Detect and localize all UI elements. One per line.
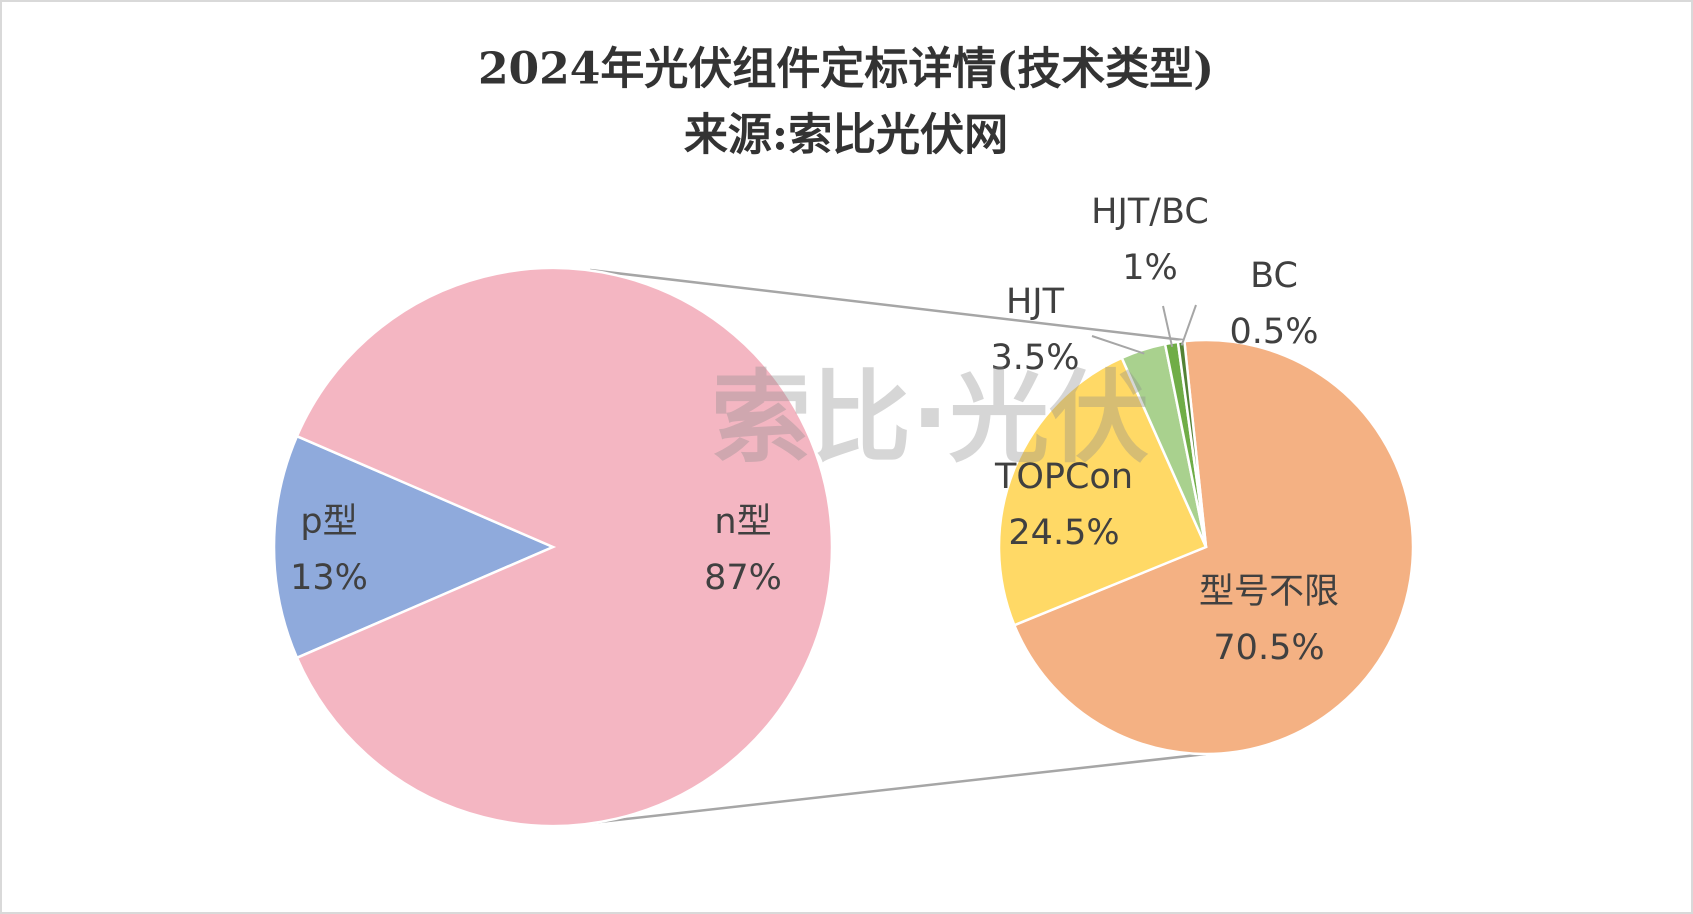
- pie-slice: [1176, 339, 1208, 548]
- slice-value-label: 3.5%: [991, 338, 1080, 378]
- leader-line: [1162, 305, 1174, 348]
- watermark: 索比·光伏: [711, 359, 1149, 476]
- slice-label: HJT/BC: [1091, 192, 1209, 232]
- slice-label: n型: [714, 502, 771, 542]
- slice-label: HJT: [1006, 282, 1065, 322]
- slice-label: 型号不限: [1199, 572, 1339, 612]
- pie-slice: [295, 266, 834, 828]
- slice-value-label: 24.5%: [1008, 513, 1119, 553]
- slice-label: BC: [1250, 256, 1298, 296]
- plot-area: p型 13% n型 87% 型号不限 70.5% TOPCon 24.5% HJT 3.5% HJT…: [272, 192, 1415, 828]
- slice-value-label: 0.5%: [1230, 312, 1319, 352]
- pie-slice: [272, 434, 557, 660]
- slice-value-label: 70.5%: [1213, 628, 1324, 668]
- connector-line: [589, 268, 1184, 342]
- chart-subtitle: 来源:索比光伏网: [684, 110, 1008, 161]
- pie-slice: [997, 356, 1208, 627]
- chart-title: 2024年光伏组件定标详情(技术类型): [478, 44, 1214, 95]
- slice-label: p型: [300, 502, 357, 542]
- connector-line: [589, 752, 1207, 825]
- slice-label: TOPCon: [994, 457, 1133, 497]
- slice-value-label: 1%: [1122, 248, 1178, 288]
- slice-value-label: 87%: [704, 558, 782, 598]
- pie-slice: [1012, 338, 1415, 756]
- leader-line: [1091, 335, 1145, 355]
- leader-line: [1180, 304, 1197, 346]
- slice-value-label: 13%: [290, 558, 368, 598]
